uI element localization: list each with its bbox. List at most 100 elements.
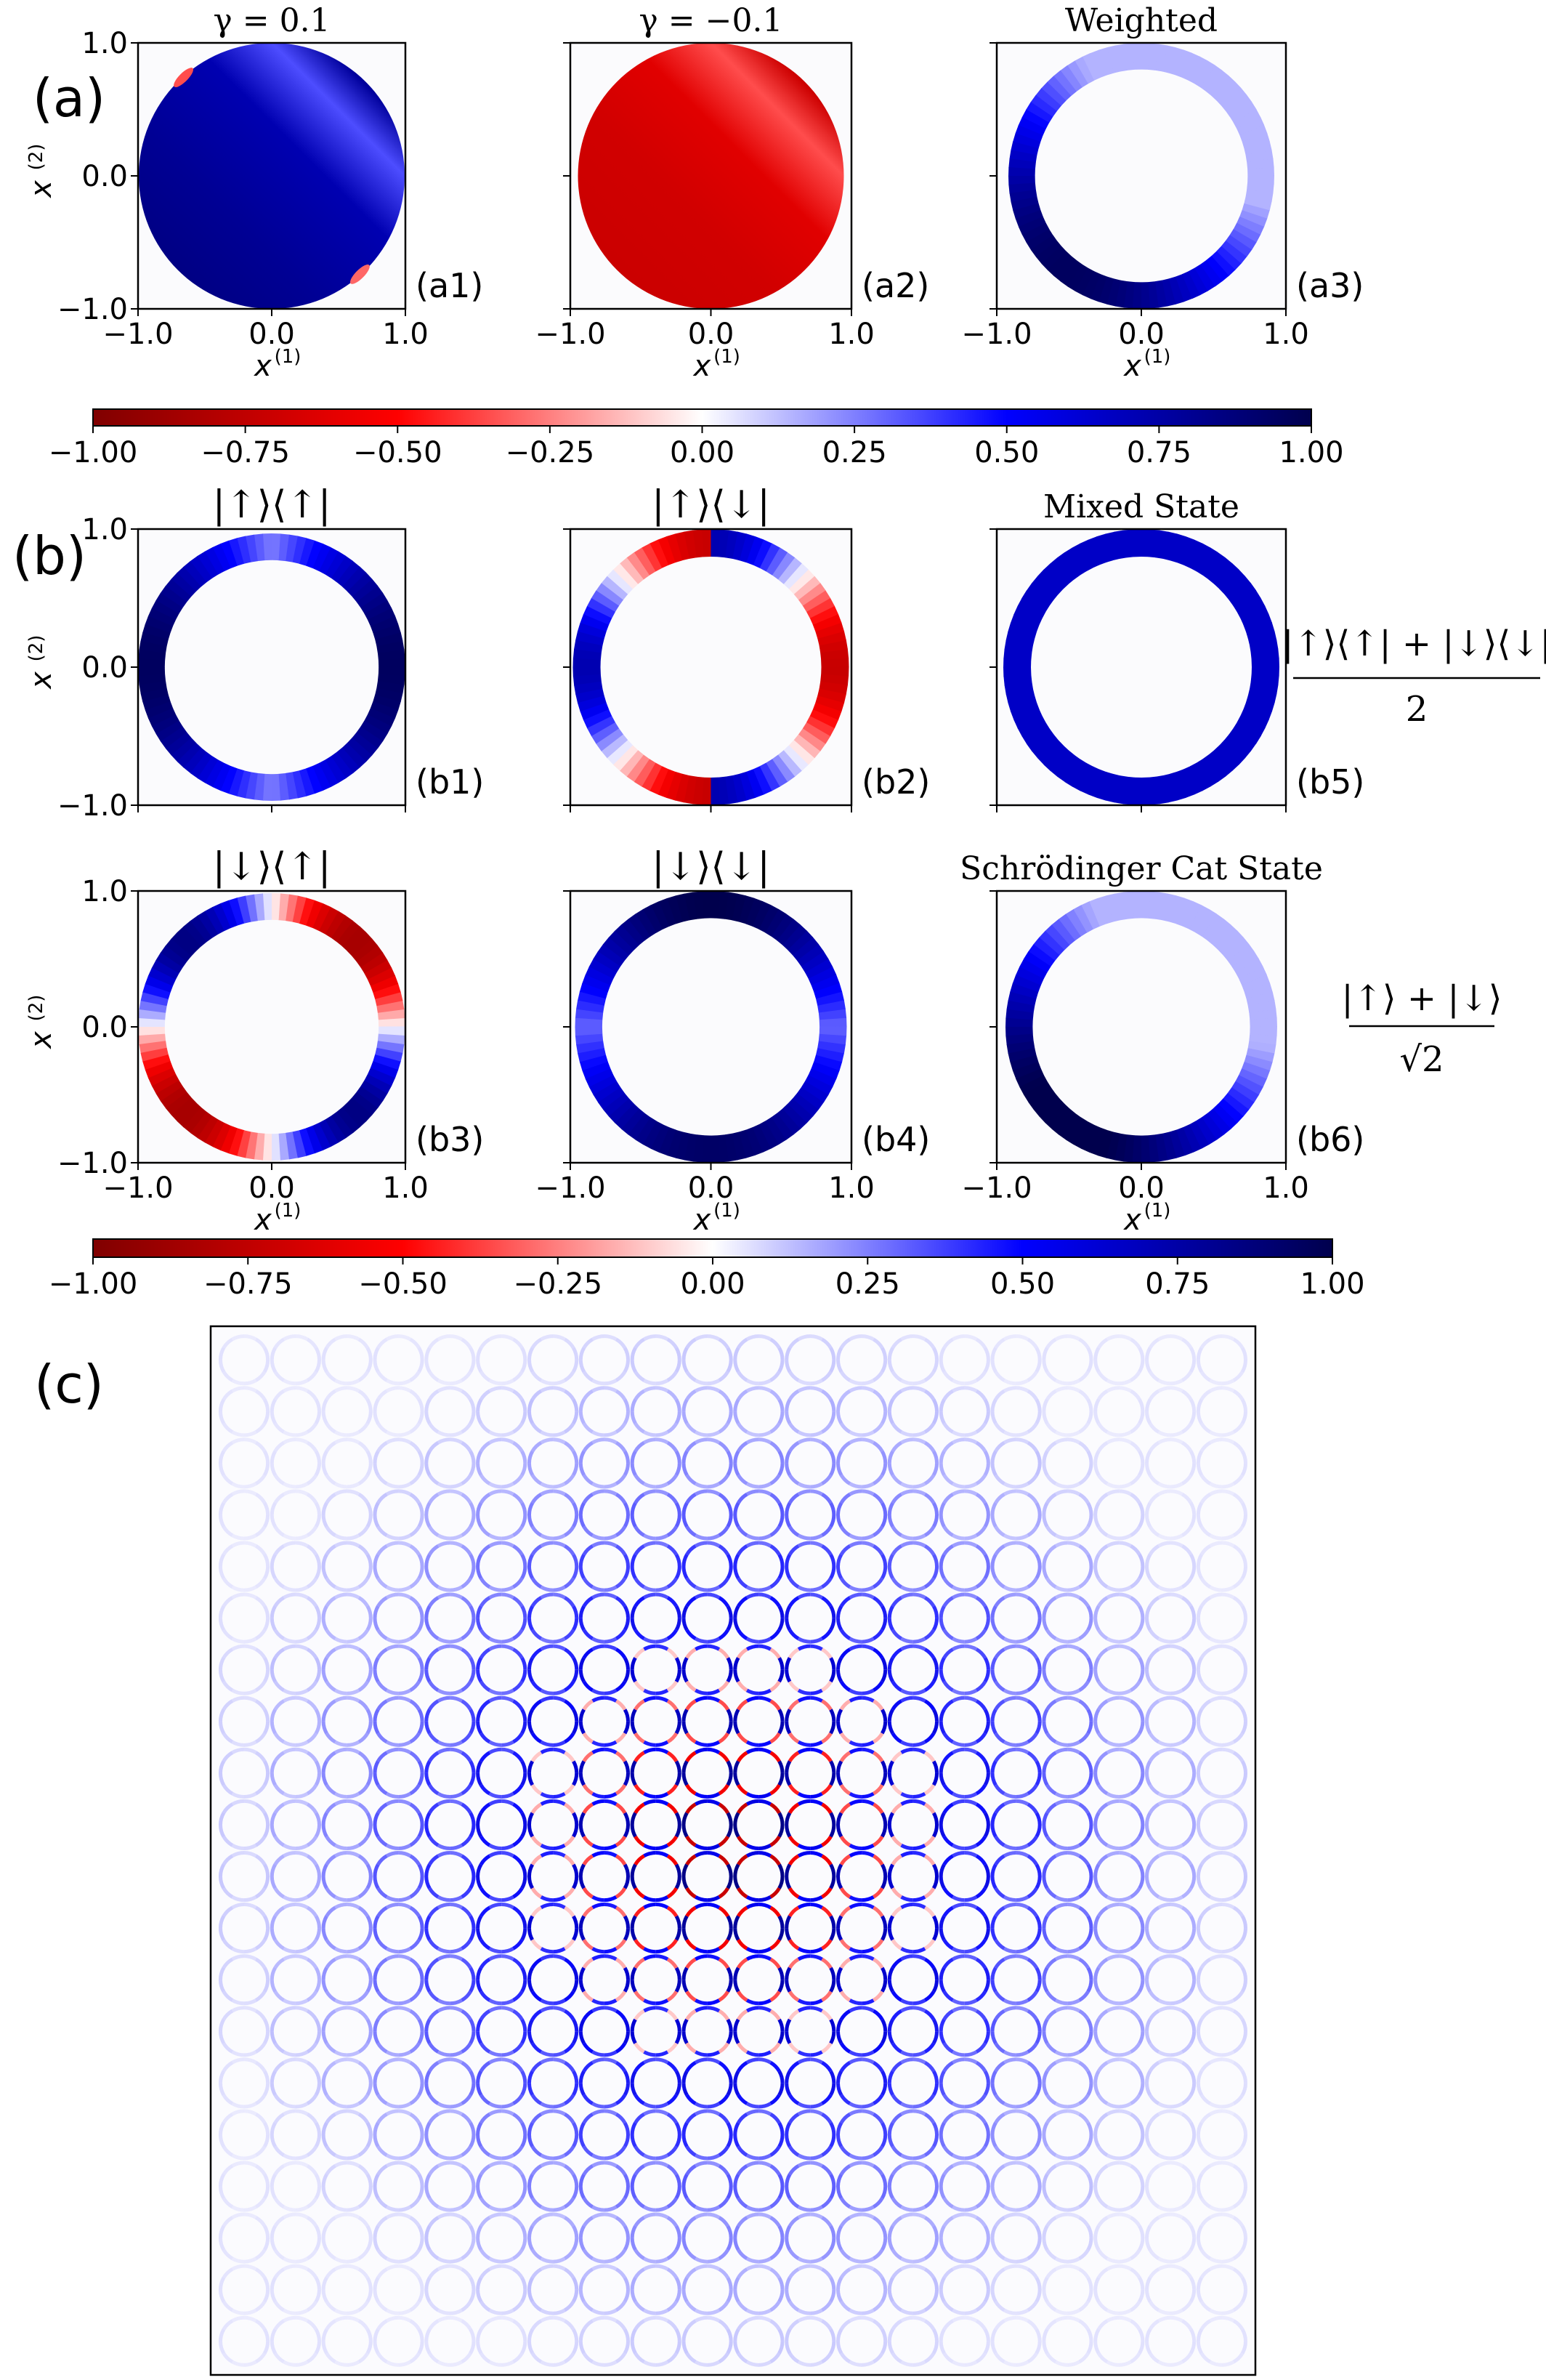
lattice-ring-arc (222, 1596, 234, 1607)
lattice-ring-arc (512, 1337, 524, 1350)
lattice-ring-arc (527, 1657, 535, 1670)
ring-segment (1011, 196, 1039, 211)
lattice-ring-arc (829, 1657, 836, 1670)
panel-title-b3: |↓⟩⟨↑| (213, 845, 331, 889)
ring-segment (1021, 222, 1050, 243)
ring-segment (1194, 264, 1216, 291)
lattice-ring-arc (952, 1386, 965, 1393)
lattice-ring-arc (1232, 1441, 1245, 1453)
lattice-ring-arc (1196, 1450, 1203, 1464)
lattice-ring-arc (1199, 1596, 1212, 1607)
ring-segment (764, 908, 787, 937)
ring-segment (1060, 260, 1083, 287)
ring-segment (643, 1121, 663, 1149)
lattice-ring-arc (469, 1772, 476, 1786)
x-tick-label: 0.0 (1118, 318, 1165, 351)
ring-segment (578, 695, 607, 712)
lattice-ring-arc (737, 1596, 748, 1607)
lattice-ring-arc (295, 1533, 309, 1541)
lattice-ring-arc (952, 1437, 965, 1445)
ring-segment (373, 1054, 401, 1070)
x-axis-label: x (692, 1203, 711, 1237)
ring-segment (1003, 667, 1032, 677)
lattice-ring-arc (655, 1695, 669, 1703)
ring-segment (367, 967, 395, 986)
lattice-ring-arc (1067, 1747, 1080, 1754)
ring-segment (155, 592, 183, 614)
lattice-ring-arc (990, 1411, 997, 1424)
lattice-ring-arc (283, 1489, 296, 1496)
lattice-ring-arc (1199, 1544, 1212, 1556)
ring-segment (1027, 728, 1054, 752)
ring-segment (1229, 101, 1257, 123)
ring-segment (591, 590, 620, 613)
x-tick-label: −1.0 (961, 318, 1032, 351)
lattice-ring-arc (376, 1732, 388, 1744)
lattice-ring-arc (952, 1541, 965, 1548)
lattice-ring-arc (674, 1450, 681, 1464)
lattice-ring-arc (777, 1669, 785, 1683)
ring-segment (574, 640, 603, 653)
lattice-ring-arc (334, 1379, 347, 1386)
lattice-ring-arc (325, 1544, 336, 1556)
ring-segment (601, 576, 628, 600)
lattice-ring-arc (1181, 1474, 1193, 1485)
lattice-ring-arc (1130, 1647, 1141, 1659)
lattice-ring-arc (983, 1398, 990, 1412)
lattice-ring-arc (785, 1721, 792, 1735)
ring-segment (1098, 47, 1114, 76)
lattice-ring-arc (615, 1596, 627, 1607)
lattice-ring-arc (737, 1732, 748, 1744)
lattice-ring-arc (386, 1644, 399, 1651)
lattice-ring-arc (1119, 1585, 1132, 1592)
ring-segment (1024, 1081, 1051, 1103)
lattice-ring-arc (810, 1592, 823, 1600)
lattice-ring-arc (437, 1747, 450, 1754)
panel-a3 (997, 43, 1286, 309)
lattice-ring-arc (849, 1533, 862, 1541)
panel-tag-b1: (b1) (416, 762, 484, 802)
ring-segment (575, 688, 604, 703)
ring-segment (576, 1000, 604, 1013)
lattice-ring-arc (777, 1501, 785, 1515)
lattice-ring-arc (939, 1463, 946, 1476)
ring-segment (299, 897, 315, 926)
ring-segment (1249, 1033, 1277, 1045)
lattice-ring-arc (952, 1430, 965, 1437)
ring-segment (1003, 658, 1032, 668)
ring-segment (272, 773, 281, 801)
ring-segment (819, 1017, 847, 1027)
lattice-ring-arc (1209, 1482, 1223, 1489)
y-tick-label: 0.0 (81, 651, 128, 685)
lattice-ring-arc (1199, 1647, 1212, 1659)
lattice-ring-arc (273, 1751, 285, 1762)
lattice-ring-arc (1035, 1450, 1042, 1464)
lattice-ring-arc (1042, 1721, 1049, 1735)
lattice-ring-arc (623, 1618, 630, 1631)
ring-segment (147, 608, 176, 627)
lattice-ring-arc (321, 1721, 328, 1735)
lattice-ring-arc (1196, 1411, 1203, 1424)
lattice-ring-arc (1045, 1732, 1057, 1744)
lattice-ring (476, 1489, 527, 1541)
lattice-ring-arc (900, 1541, 914, 1548)
lattice-ring-arc (931, 1669, 939, 1683)
lattice-ring-arc (1078, 1699, 1090, 1711)
lattice-ring-arc (347, 1489, 360, 1496)
lattice-ring-arc (615, 1629, 627, 1640)
lattice-ring-arc (630, 1760, 637, 1774)
lattice-ring-arc (488, 1688, 502, 1695)
ring-segment (190, 916, 213, 943)
lattice-ring (1042, 1747, 1093, 1799)
lattice-ring-arc (479, 1680, 491, 1693)
lattice-ring-arc (1240, 1566, 1248, 1580)
lattice-ring-arc (314, 1760, 321, 1774)
lattice-ring-arc (1189, 1360, 1197, 1373)
lattice-ring-arc (952, 1637, 965, 1644)
ring-segment (373, 624, 401, 640)
lattice-ring-arc (1086, 1760, 1093, 1774)
lattice-ring-arc (1078, 1577, 1090, 1589)
lattice-ring-arc (881, 1501, 888, 1515)
axes-b6: −1.0 0.0 1.0x (1) (961, 890, 1309, 1237)
lattice-ring-arc (900, 1592, 914, 1600)
